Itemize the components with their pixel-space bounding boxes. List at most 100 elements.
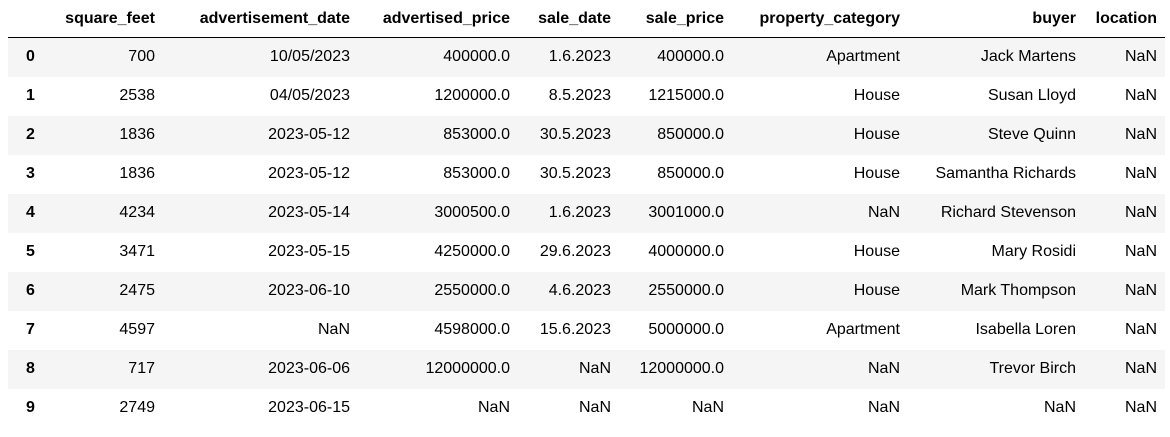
table-cell: 12000000.0 xyxy=(425,360,510,377)
table-cell: NaN xyxy=(1124,321,1157,338)
table-cell: 1.6.2023 xyxy=(548,48,611,66)
dataframe-table: square_feet advertisement_date advertise… xyxy=(8,0,1165,428)
table-cell: NaN xyxy=(1124,399,1157,416)
table-cell: 4597 xyxy=(119,321,155,338)
table-cell: 850000.0 xyxy=(657,165,724,182)
table-cell: 4250000.0 xyxy=(434,243,510,260)
table-cell: House xyxy=(853,165,900,182)
table-cell: 10/05/2023 xyxy=(269,48,350,66)
table-cell: House xyxy=(853,243,900,260)
table-cell: NaN xyxy=(477,399,510,416)
table-cell: NaN xyxy=(317,321,350,338)
table-cell: 2023-05-12 xyxy=(268,126,350,143)
table-cell: NaN xyxy=(1124,360,1157,377)
table-cell: House xyxy=(853,282,900,299)
column-header: sale_date xyxy=(518,0,619,38)
table-row: 7 4597 NaN 4598000.0 15.6.2023 5000000.0… xyxy=(8,310,1165,350)
column-header: buyer xyxy=(908,0,1084,38)
table-cell: 2023-05-12 xyxy=(268,165,350,182)
table-cell: 1215000.0 xyxy=(648,87,724,104)
row-index: 5 xyxy=(26,243,35,260)
table-cell: Susan Lloyd xyxy=(987,87,1076,104)
column-header: sale_price xyxy=(619,0,732,38)
table-cell: 12000000.0 xyxy=(639,360,724,377)
table-cell: 4234 xyxy=(119,204,155,221)
table-cell: NaN xyxy=(1124,243,1157,260)
column-header: location xyxy=(1084,0,1165,38)
table-row: 4 4234 2023-05-14 3000500.0 1.6.2023 300… xyxy=(8,193,1165,233)
table-cell: 30.5.2023 xyxy=(539,126,611,143)
row-index: 0 xyxy=(26,48,35,66)
table-cell: NaN xyxy=(867,399,900,416)
table-cell: Isabella Loren xyxy=(975,321,1076,338)
table-cell: 2749 xyxy=(119,399,155,416)
table-row: 3 1836 2023-05-12 853000.0 30.5.2023 850… xyxy=(8,154,1165,194)
row-index: 9 xyxy=(26,399,35,416)
table-cell: Richard Stevenson xyxy=(940,204,1076,221)
table-cell: 4598000.0 xyxy=(434,321,510,338)
table-cell: 2550000.0 xyxy=(434,282,510,299)
table-cell: NaN xyxy=(1124,87,1157,104)
table-cell: 2023-06-15 xyxy=(268,399,350,416)
table-cell: Samantha Richards xyxy=(935,165,1076,182)
column-header: advertisement_date xyxy=(163,0,358,38)
column-header: advertised_price xyxy=(358,0,518,38)
table-cell: 4000000.0 xyxy=(648,243,724,260)
table-cell: 8.5.2023 xyxy=(548,87,611,104)
table-cell: NaN xyxy=(867,204,900,221)
table-cell: 2023-05-15 xyxy=(268,243,350,260)
table-cell: NaN xyxy=(1124,282,1157,299)
table-row: 8 717 2023-06-06 12000000.0 NaN 12000000… xyxy=(8,349,1165,389)
table-cell: NaN xyxy=(867,360,900,377)
table-cell: NaN xyxy=(691,399,724,416)
row-index: 1 xyxy=(26,87,35,104)
table-row: 6 2475 2023-06-10 2550000.0 4.6.2023 255… xyxy=(8,271,1165,311)
table-cell: NaN xyxy=(1124,204,1157,221)
table-cell: Apartment xyxy=(826,48,900,66)
table-cell: Steve Quinn xyxy=(987,126,1076,143)
row-index: 2 xyxy=(26,126,35,143)
table-cell: NaN xyxy=(578,360,611,377)
header-row: square_feet advertisement_date advertise… xyxy=(8,0,1165,38)
table-cell: Apartment xyxy=(826,321,900,338)
table-cell: Mark Thompson xyxy=(960,282,1076,299)
row-index: 3 xyxy=(26,165,35,182)
table-row: 5 3471 2023-05-15 4250000.0 29.6.2023 40… xyxy=(8,232,1165,272)
table-cell: 2538 xyxy=(119,87,155,104)
table-cell: 3001000.0 xyxy=(648,204,724,221)
table-cell: 4.6.2023 xyxy=(548,282,611,299)
table-cell: 700 xyxy=(128,48,155,66)
table-cell: House xyxy=(853,87,900,104)
table-cell: 1200000.0 xyxy=(434,87,510,104)
column-header: property_category xyxy=(732,0,908,38)
table-cell: 1836 xyxy=(119,165,155,182)
column-header: square_feet xyxy=(53,0,163,38)
table-cell: 2023-05-14 xyxy=(268,204,350,221)
table-cell: 717 xyxy=(128,360,155,377)
table-cell: House xyxy=(853,126,900,143)
table-cell: 2550000.0 xyxy=(648,282,724,299)
row-index: 7 xyxy=(26,321,35,338)
table-row: 2 1836 2023-05-12 853000.0 30.5.2023 850… xyxy=(8,115,1165,155)
table-cell: 15.6.2023 xyxy=(539,321,611,338)
table-row: 1 2538 04/05/2023 1200000.0 8.5.2023 121… xyxy=(8,76,1165,116)
table-cell: Mary Rosidi xyxy=(991,243,1076,260)
table-cell: 853000.0 xyxy=(443,126,510,143)
table-cell: 1836 xyxy=(119,126,155,143)
table-cell: 400000.0 xyxy=(657,48,724,66)
table-cell: NaN xyxy=(1124,165,1157,182)
table-cell: 1.6.2023 xyxy=(548,204,611,221)
table-cell: NaN xyxy=(578,399,611,416)
table-cell: 30.5.2023 xyxy=(539,165,611,182)
table-cell: 400000.0 xyxy=(443,48,510,66)
table-cell: 850000.0 xyxy=(657,126,724,143)
table-cell: NaN xyxy=(1124,48,1157,66)
row-index: 6 xyxy=(26,282,35,299)
table-cell: 2475 xyxy=(119,282,155,299)
table-cell: 5000000.0 xyxy=(648,321,724,338)
table-cell: 29.6.2023 xyxy=(539,243,611,260)
table-cell: 853000.0 xyxy=(443,165,510,182)
table-row: 9 2749 2023-06-15 NaN NaN NaN NaN NaN Na… xyxy=(8,388,1165,428)
table-cell: Trevor Birch xyxy=(989,360,1076,377)
